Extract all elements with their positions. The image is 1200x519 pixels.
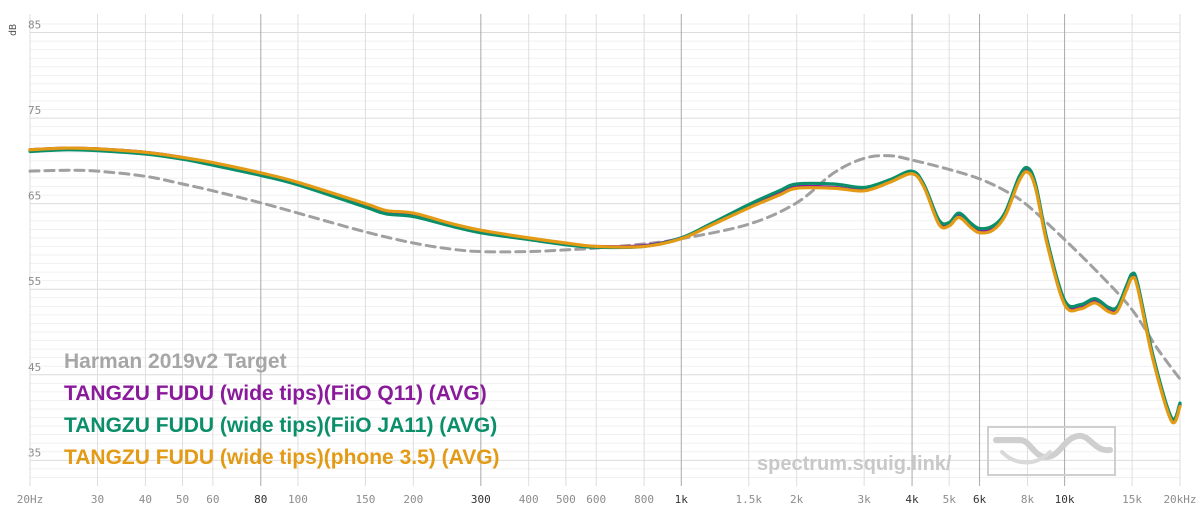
x-tick-label: 4k <box>905 493 919 506</box>
y-tick-label: 65 <box>28 190 41 203</box>
x-tick-label: 15k <box>1122 493 1142 506</box>
x-tick-label: 80 <box>254 493 267 506</box>
x-tick-label: 800 <box>634 493 654 506</box>
x-tick-label: 200 <box>403 493 423 506</box>
series-line-2[interactable] <box>28 148 1182 421</box>
x-tick-label: 500 <box>556 493 576 506</box>
x-tick-label: 10k <box>1055 493 1075 506</box>
x-tick-label: 300 <box>471 493 491 506</box>
x-tick-label: 150 <box>356 493 376 506</box>
x-tick-label: 400 <box>519 493 539 506</box>
y-axis-ticks: 85 75 65 55 45 35 <box>28 19 41 460</box>
watermark-text: spectrum.squig.link/ <box>757 453 952 475</box>
y-tick-label: 45 <box>28 361 41 374</box>
y-tick-label: 35 <box>28 446 41 459</box>
x-tick-label: 1.5k <box>736 493 763 506</box>
legend-fiio-q11[interactable]: TANGZU FUDU (wide tips)(FiiO Q11) (AVG) <box>64 382 487 405</box>
squiggle-logo-icon <box>987 426 1116 476</box>
y-tick-label: 55 <box>28 275 41 288</box>
y-axis-unit-label: dB <box>8 24 19 36</box>
series-line-0[interactable] <box>28 154 1182 381</box>
grid-lines <box>29 14 1181 486</box>
x-tick-label: 20kHz <box>1163 493 1196 506</box>
x-axis-ticks: 20Hz 30 40 50 60 80 100 150 200 300 400 500 600 800 1k… <box>17 493 1197 506</box>
legend-fiio-ja11[interactable]: TANGZU FUDU (wide tips)(FiiO JA11) (AVG) <box>64 414 497 437</box>
x-tick-label: 6k <box>973 493 987 506</box>
x-tick-label: 30 <box>91 493 104 506</box>
series-lines <box>28 146 1182 425</box>
x-tick-label: 8k <box>1021 493 1035 506</box>
x-tick-label: 5k <box>943 493 957 506</box>
y-tick-label: 75 <box>28 104 41 117</box>
legend-target[interactable]: Harman 2019v2 Target <box>64 350 287 373</box>
x-tick-label: 600 <box>586 493 606 506</box>
legend-phone-35[interactable]: TANGZU FUDU (wide tips)(phone 3.5) (AVG) <box>64 446 500 469</box>
legend: Harman 2019v2 Target TANGZU FUDU (wide t… <box>64 350 500 469</box>
x-tick-label: 20Hz <box>17 493 44 506</box>
x-tick-label: 2k <box>790 493 804 506</box>
x-tick-label: 3k <box>858 493 872 506</box>
x-tick-label: 40 <box>139 493 152 506</box>
series-line-3[interactable] <box>28 146 1182 425</box>
y-tick-label: 85 <box>28 19 41 32</box>
x-tick-label: 60 <box>206 493 219 506</box>
x-tick-label: 1k <box>675 493 689 506</box>
x-tick-label: 100 <box>288 493 308 506</box>
x-tick-label: 50 <box>176 493 189 506</box>
